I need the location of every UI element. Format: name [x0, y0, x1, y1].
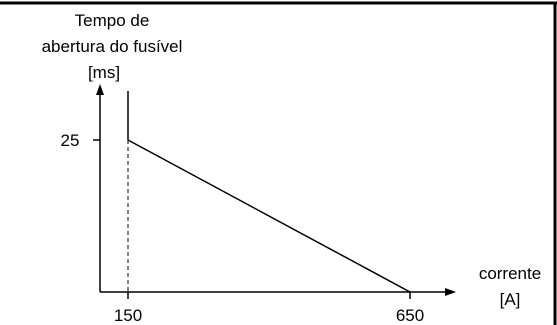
y-axis-arrow — [96, 84, 104, 95]
x-axis-arrow — [445, 288, 456, 296]
x-tick-label-650: 650 — [396, 306, 424, 325]
xlabel-line-1: corrente — [479, 264, 541, 283]
ylabel-line-2: abertura do fusível — [42, 37, 183, 56]
x-tick-label-150: 150 — [114, 306, 142, 325]
xlabel-line-2: [A] — [500, 290, 521, 309]
ylabel-line-3: [ms] — [88, 63, 120, 82]
series-line — [127, 139, 411, 293]
y-tick-label-25: 25 — [61, 131, 80, 150]
ylabel-line-1: Tempo de — [75, 11, 150, 30]
